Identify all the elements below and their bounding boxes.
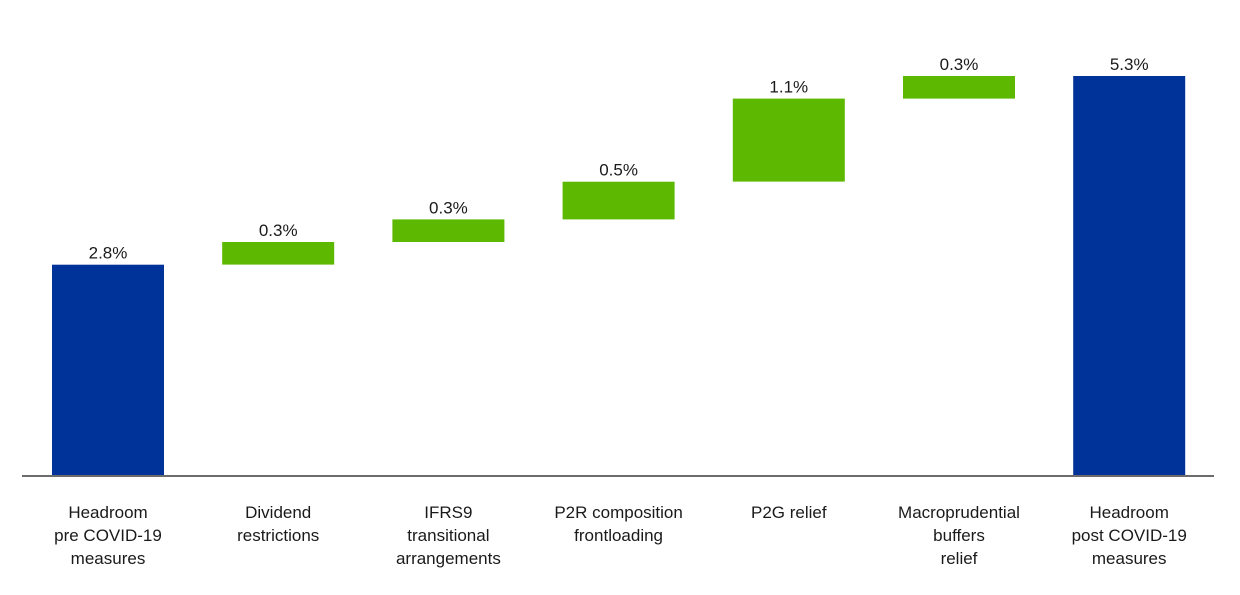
category-label-2-line-2: arrangements xyxy=(396,549,501,568)
category-label-6-line-1: post COVID-19 xyxy=(1072,526,1187,545)
bars-layer xyxy=(52,76,1186,476)
data-label-2: 0.3% xyxy=(429,198,468,217)
data-label-5: 0.3% xyxy=(940,55,979,74)
category-label-2-line-1: transitional xyxy=(407,526,489,545)
category-label-0-line-2: measures xyxy=(71,549,146,568)
category-labels-layer: Headroom pre COVID-19 measures Dividend rest… xyxy=(54,503,1187,568)
value-labels-layer: 2.8% 0.3% 0.3% 0.5% 1.1% 0.3% 5.3% xyxy=(89,55,1149,263)
data-label-3: 0.5% xyxy=(599,161,638,180)
category-label-1-line-0: Dividend xyxy=(245,503,311,522)
bar-increment-1 xyxy=(222,242,335,265)
bar-total-0 xyxy=(52,264,164,476)
data-label-6: 5.3% xyxy=(1110,55,1149,74)
data-label-0: 2.8% xyxy=(89,244,128,263)
data-label-4: 1.1% xyxy=(769,78,808,97)
bar-increment-3 xyxy=(562,181,675,220)
category-label-4-line-0: P2G relief xyxy=(751,503,827,522)
bar-increment-5 xyxy=(903,76,1015,99)
category-label-3-line-1: frontloading xyxy=(574,526,663,545)
category-label-0-line-1: pre COVID-19 xyxy=(54,526,162,545)
bar-total-6 xyxy=(1073,76,1186,476)
data-label-1: 0.3% xyxy=(259,221,298,240)
category-label-5-line-1: buffers xyxy=(933,526,985,545)
category-label-1-line-1: restrictions xyxy=(237,526,319,545)
category-label-6-line-2: measures xyxy=(1092,549,1167,568)
category-label-0-line-0: Headroom xyxy=(68,503,147,522)
bar-increment-2 xyxy=(392,219,505,242)
category-label-3-line-0: P2R composition xyxy=(554,503,683,522)
category-label-2-line-0: IFRS9 xyxy=(424,503,472,522)
bar-increment-4 xyxy=(732,98,845,182)
category-label-6-line-0: Headroom xyxy=(1090,503,1169,522)
category-label-5-line-2: relief xyxy=(941,549,978,568)
category-label-5-line-0: Macroprudential xyxy=(898,503,1020,522)
